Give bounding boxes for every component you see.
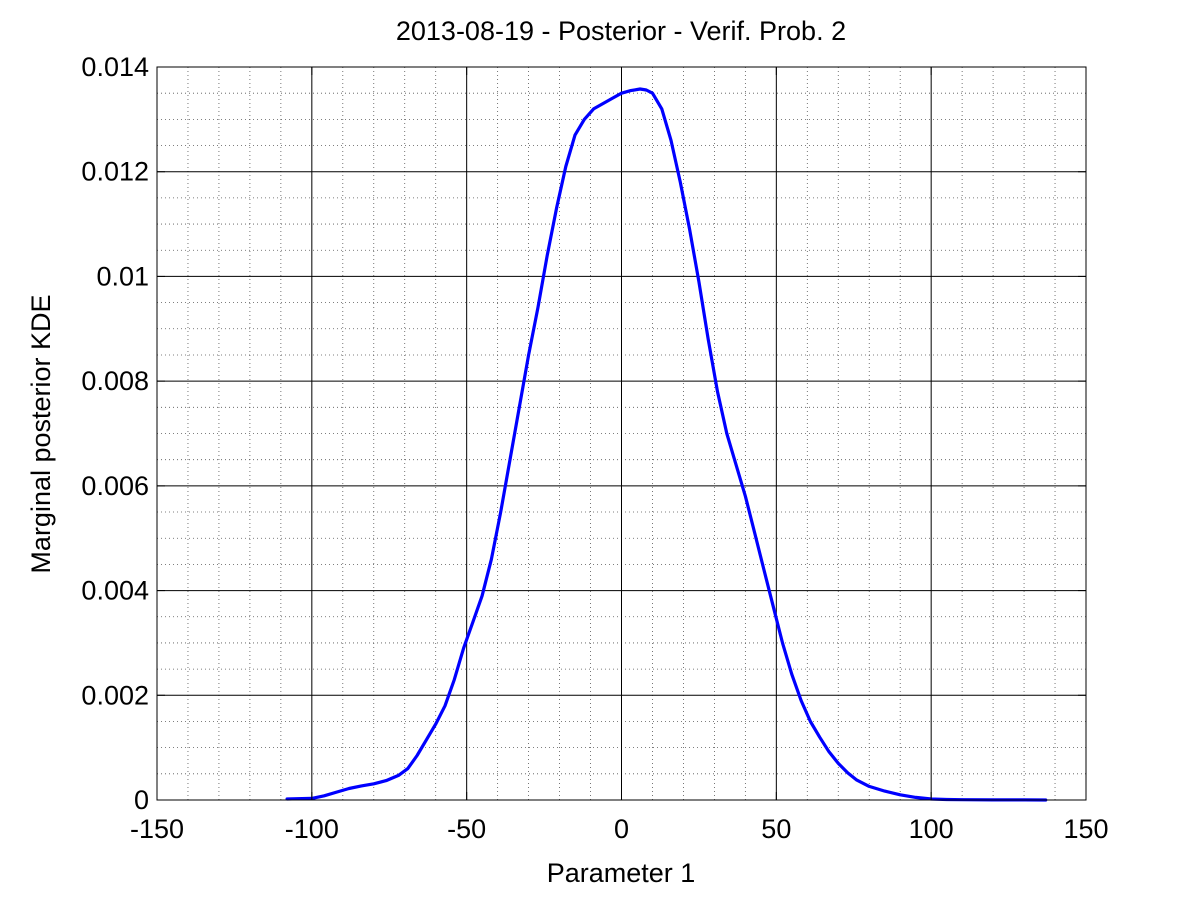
x-tick-label: 0 bbox=[614, 814, 629, 844]
x-tick-label: 50 bbox=[761, 814, 791, 844]
y-tick-label: 0 bbox=[134, 785, 149, 815]
x-tick-label: -100 bbox=[285, 814, 339, 844]
y-tick-label: 0.002 bbox=[81, 680, 149, 710]
y-tick-label: 0.014 bbox=[81, 52, 149, 82]
y-tick-label: 0.008 bbox=[81, 366, 149, 396]
y-tick-labels: 0 0.002 0.004 0.006 0.008 0.01 0.012 0.014 bbox=[81, 52, 149, 815]
x-axis-label: Parameter 1 bbox=[547, 858, 696, 888]
series-layer bbox=[285, 87, 1048, 802]
y-tick-label: 0.012 bbox=[81, 157, 149, 187]
y-tick-label: 0.004 bbox=[81, 576, 149, 606]
x-tick-labels: -150 -100 -50 0 50 100 150 bbox=[130, 814, 1109, 844]
ticks bbox=[156, 66, 1087, 801]
x-tick-label: -150 bbox=[130, 814, 184, 844]
y-tick-label: 0.006 bbox=[81, 471, 149, 501]
chart-title: 2013-08-19 - Posterior - Verif. Prob. 2 bbox=[396, 16, 846, 46]
x-tick-label: 150 bbox=[1063, 814, 1108, 844]
series-line-1 bbox=[285, 87, 1048, 802]
y-axis-label: Marginal posterior KDE bbox=[26, 294, 56, 573]
y-tick-label: 0.01 bbox=[96, 261, 149, 291]
x-tick-label: -50 bbox=[447, 814, 486, 844]
x-tick-label: 100 bbox=[909, 814, 954, 844]
